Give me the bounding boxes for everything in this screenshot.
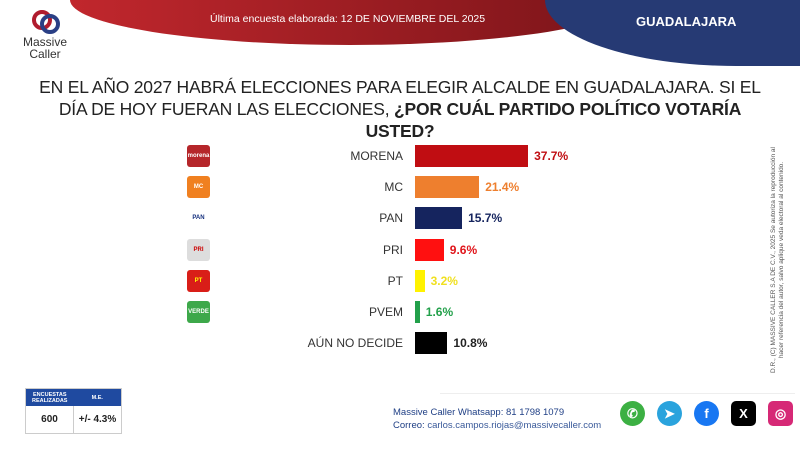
party-logo-icon: morena xyxy=(187,145,210,167)
whatsapp-icon[interactable]: ✆ xyxy=(620,401,645,426)
copyright-note: D.R., (C) MASSIVE CALLER S.A DE C.V., 20… xyxy=(770,147,785,373)
bar xyxy=(415,145,529,167)
data-label: 15.7% xyxy=(468,211,503,226)
logo-text: Massive xyxy=(22,35,67,49)
bar-row-mc: MC MC 21.4% xyxy=(0,176,760,199)
category-label: MC xyxy=(384,180,403,195)
bar-row-pri: PRI PRI 9.6% xyxy=(0,238,760,261)
data-label: 10.8% xyxy=(453,336,488,351)
question-emphasis: ¿POR CUÁL PARTIDO POLÍTICO VOTARÍA USTED… xyxy=(365,99,742,141)
survey-date: Última encuesta elaborada: 12 DE NOVIEMB… xyxy=(210,13,486,25)
telegram-icon[interactable]: ➤ xyxy=(657,401,682,426)
party-logo-icon: PT xyxy=(187,269,210,292)
party-logo-icon: PAN xyxy=(187,207,210,230)
logo-mark-icon xyxy=(28,8,62,36)
party-logo-icon: MC xyxy=(187,176,210,199)
bar-row-morena: morena MORENA 37.7% xyxy=(0,145,760,167)
contact-info: Massive Caller Whatsapp: 81 1798 1079 Co… xyxy=(393,406,601,432)
bar xyxy=(415,207,463,230)
email-label: Correo: xyxy=(393,420,425,431)
data-label: 21.4% xyxy=(485,180,520,195)
category-label: MORENA xyxy=(350,149,403,163)
logo-text: Caller xyxy=(29,47,61,61)
data-label: 1.6% xyxy=(425,305,454,319)
category-label: PVEM xyxy=(368,305,403,319)
facebook-icon[interactable]: f xyxy=(694,401,719,426)
margin-value: +/- 4.3% xyxy=(73,406,121,433)
bar-row-pan: PAN PAN 15.7% xyxy=(0,207,760,230)
category-label: PRI xyxy=(382,242,403,257)
bar-row-pt: PT PT 3.2% xyxy=(0,269,760,292)
data-label: 37.7% xyxy=(534,149,569,163)
bar-row-aún-no-decide: AÚN NO DECIDE 10.8% xyxy=(0,332,760,355)
category-label: PAN xyxy=(379,211,403,226)
question: EN EL AÑO 2027 HABRÁ ELECCIONES PARA ELE… xyxy=(30,76,770,142)
data-label: 3.2% xyxy=(430,273,458,288)
x-icon[interactable]: X xyxy=(731,401,756,426)
instagram-icon[interactable]: ◎ xyxy=(768,401,793,426)
header-surveys: ENCUESTAS REALIZADAS xyxy=(32,391,68,404)
header-margin: M.E. xyxy=(91,394,103,401)
stats-table: ENCUESTAS REALIZADAS M.E. 600 +/- 4.3% xyxy=(25,388,122,434)
category-label: PT xyxy=(387,273,403,288)
category-label: AÚN NO DECIDE xyxy=(307,336,403,351)
bar-row-pvem: VERDE PVEM 1.6% xyxy=(0,301,760,323)
social-icons: ✆ ➤ f X ◎ xyxy=(620,401,793,426)
party-logo-icon: PRI xyxy=(187,238,210,261)
email-link[interactable]: carlos.campos.riojas@massivecaller.com xyxy=(427,420,602,431)
city-title: GUADALAJARA xyxy=(636,14,737,29)
divider xyxy=(440,393,795,394)
question-text: EN EL AÑO 2027 HABRÁ ELECCIONES PARA ELE… xyxy=(39,77,761,119)
whatsapp-contact: Massive Caller Whatsapp: 81 1798 1079 xyxy=(393,407,565,418)
bar xyxy=(415,176,480,199)
massive-caller-logo: Massive Caller xyxy=(20,8,70,60)
data-label: 9.6% xyxy=(449,242,478,257)
surveys-value: 600 xyxy=(41,414,58,425)
bar xyxy=(415,301,420,323)
header-blue-band xyxy=(545,0,800,66)
bar xyxy=(415,238,444,261)
party-logo-icon: VERDE xyxy=(187,301,210,323)
bar xyxy=(415,269,425,292)
bar xyxy=(415,332,448,355)
